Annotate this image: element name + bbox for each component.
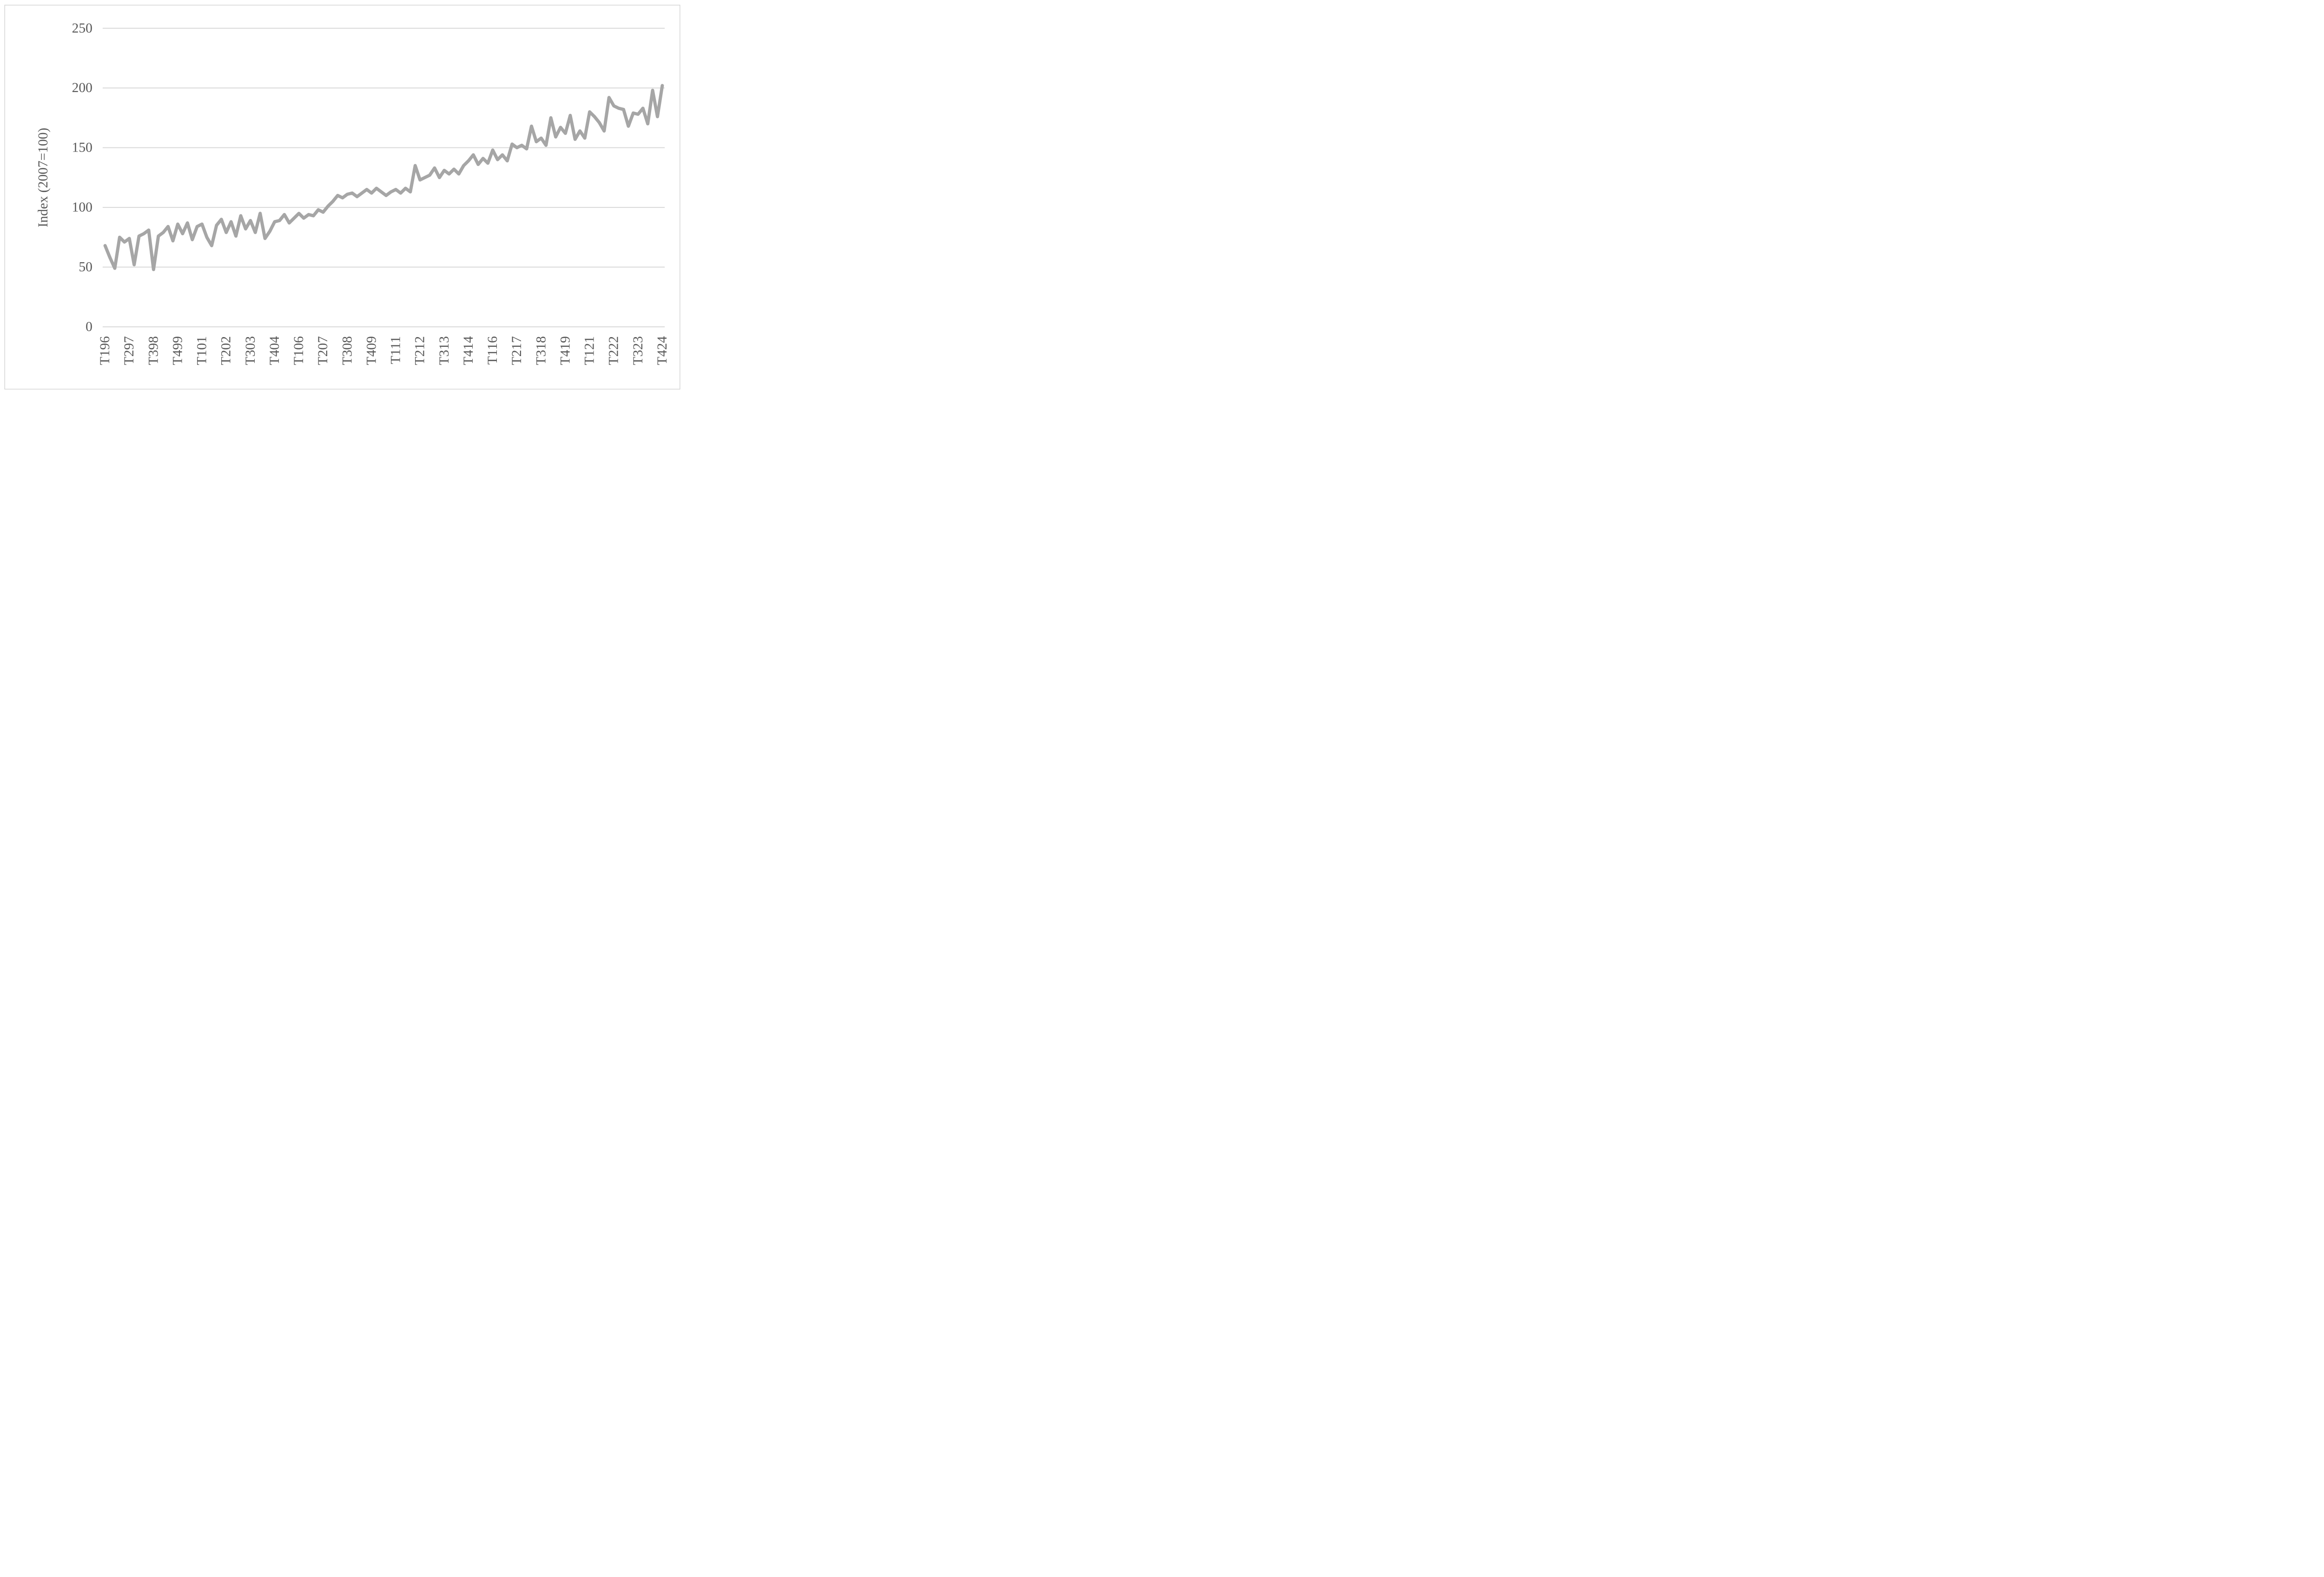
x-tick-label: T303 (243, 336, 258, 365)
x-tick-label: T419 (558, 336, 573, 365)
y-tick-label: 0 (86, 319, 92, 334)
x-tick-label: T217 (509, 336, 524, 365)
x-tick-label: T499 (170, 336, 185, 365)
x-tick-label: T202 (219, 336, 234, 365)
y-tick-label: 250 (72, 21, 92, 36)
x-tick-label: T297 (122, 336, 137, 365)
x-tick-label: T101 (195, 336, 210, 365)
y-tick-label: 100 (72, 200, 92, 215)
x-tick-label: T207 (316, 336, 330, 365)
x-tick-label: T196 (98, 336, 112, 365)
y-tick-label: 50 (79, 260, 92, 275)
data-series-line (103, 84, 664, 272)
x-tick-label: T308 (340, 336, 355, 365)
x-tick-label: T424 (655, 336, 670, 365)
x-tick-label: T409 (364, 336, 379, 365)
line-chart: 0 50 100 150 200 250 T196 T297 T398 T499 T101 T202 T… (0, 0, 685, 394)
y-axis-title: Index (2007=100) (36, 128, 51, 227)
x-tick-label: T116 (485, 336, 500, 364)
x-tick-label: T398 (146, 336, 161, 365)
x-tick-label: T318 (534, 336, 548, 365)
x-tick-label: T414 (461, 336, 476, 365)
x-tick-label: T106 (291, 336, 306, 365)
chart-border (4, 5, 680, 390)
y-tick-label: 150 (72, 140, 92, 155)
y-tick-label: 200 (72, 80, 92, 95)
x-tick-label: T323 (631, 336, 646, 365)
x-tick-label: T222 (607, 336, 621, 365)
x-tick-label: T212 (413, 336, 428, 365)
x-tick-label: T121 (582, 336, 597, 365)
x-tick-label: T313 (437, 336, 452, 365)
chart-canvas: 0 50 100 150 200 250 T196 T297 T398 T499 T101 T202 T… (0, 0, 685, 394)
x-tick-label: T111 (389, 336, 403, 364)
x-tick-label: T404 (267, 336, 282, 365)
